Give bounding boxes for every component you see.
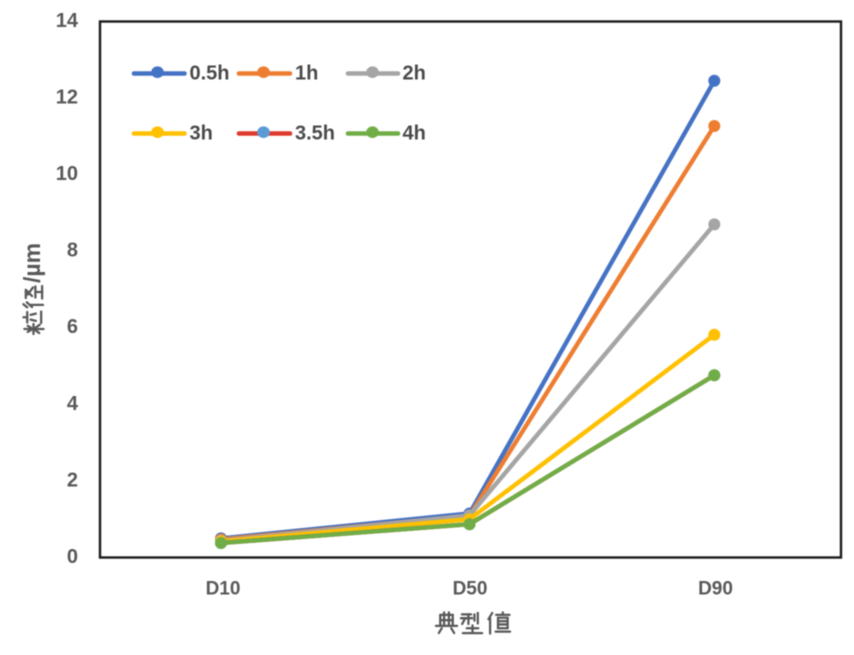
svg-text:2h: 2h	[403, 62, 426, 84]
svg-text:4: 4	[67, 393, 79, 415]
svg-text:3.5h: 3.5h	[295, 122, 335, 144]
svg-text:10: 10	[56, 163, 78, 185]
svg-text:/µm: /µm	[19, 243, 45, 283]
svg-text:14: 14	[56, 10, 79, 32]
svg-text:8: 8	[67, 240, 78, 262]
svg-text:1h: 1h	[295, 62, 318, 84]
svg-text:3h: 3h	[190, 122, 213, 144]
svg-text:4h: 4h	[403, 122, 426, 144]
svg-text:0: 0	[67, 546, 78, 568]
svg-text:D90: D90	[698, 578, 733, 599]
svg-text:0.5h: 0.5h	[190, 62, 230, 84]
svg-text:6: 6	[67, 316, 78, 338]
svg-text:D10: D10	[206, 578, 241, 599]
svg-text:12: 12	[56, 87, 78, 109]
svg-text:D50: D50	[453, 578, 488, 599]
svg-text:2: 2	[67, 469, 78, 491]
